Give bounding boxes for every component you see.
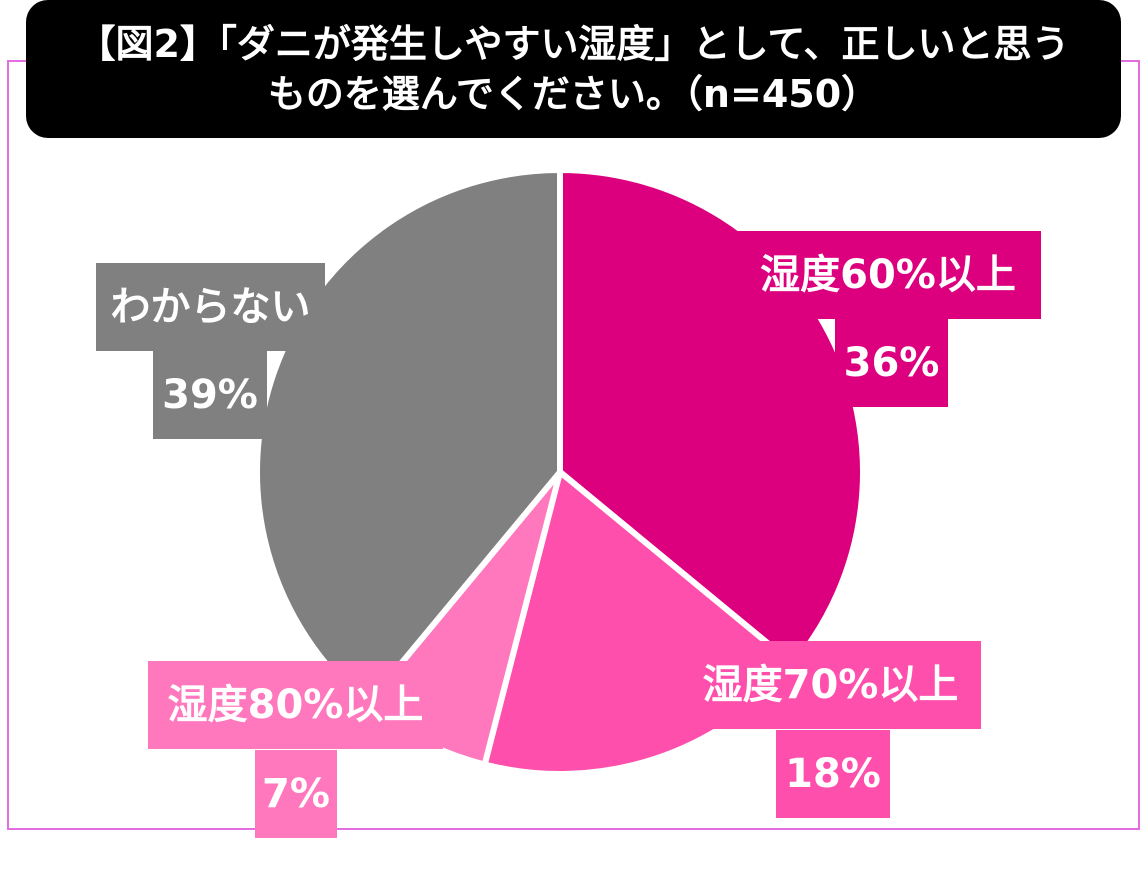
- chart-title: 【図2】「ダニが発生しやすい湿度」として、正しいと思う ものを選んでください。（…: [26, 0, 1121, 138]
- slice-value-unknown: 39%: [153, 351, 267, 439]
- pie-slice-unknown: [254, 167, 563, 708]
- slice-label-unknown: わからない: [96, 263, 325, 351]
- slice-value-humidity-80: 7%: [255, 750, 337, 838]
- slice-value-humidity-70: 18%: [776, 730, 890, 818]
- slice-label-humidity-70: 湿度70%以上: [680, 641, 981, 729]
- slice-label-humidity-80: 湿度80%以上: [148, 661, 443, 749]
- slice-value-humidity-60: 36%: [835, 319, 948, 407]
- chart-title-line-1: 【図2】「ダニが発生しやすい湿度」として、正しいと思う: [77, 22, 1070, 66]
- slice-label-humidity-60: 湿度60%以上: [735, 231, 1041, 319]
- chart-title-line-2: ものを選んでください。（n=450）: [267, 72, 880, 116]
